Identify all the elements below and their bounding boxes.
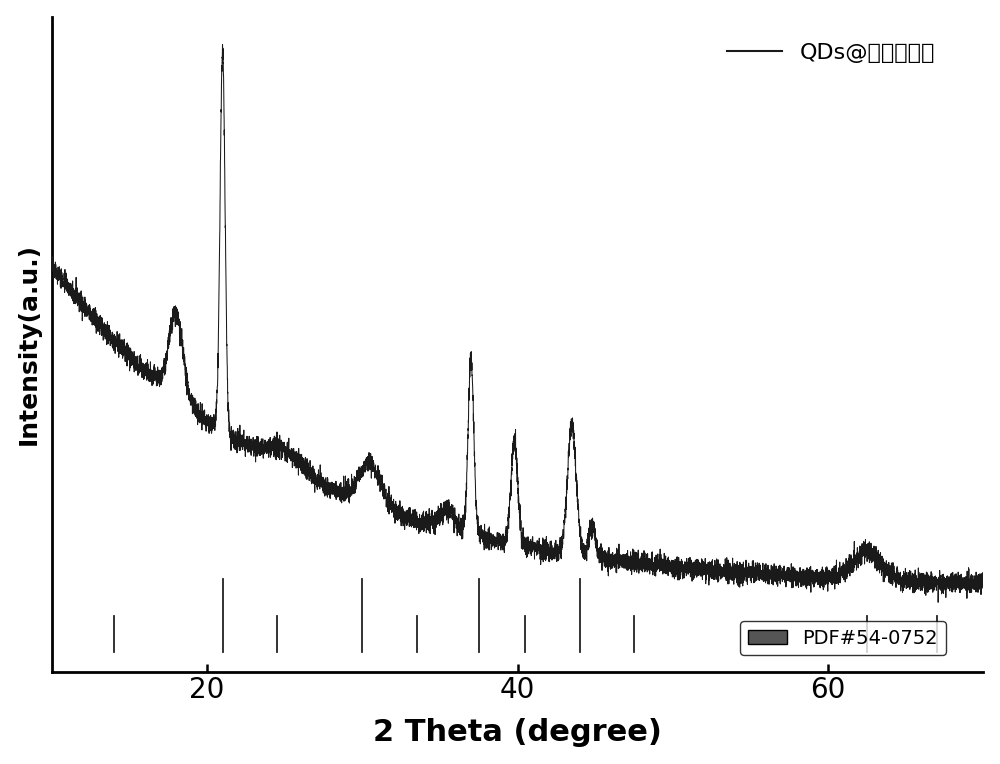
Y-axis label: Intensity(a.u.): Intensity(a.u.) — [17, 243, 41, 445]
X-axis label: 2 Theta (degree): 2 Theta (degree) — [373, 718, 662, 747]
Legend: PDF#54-0752: PDF#54-0752 — [740, 621, 946, 656]
